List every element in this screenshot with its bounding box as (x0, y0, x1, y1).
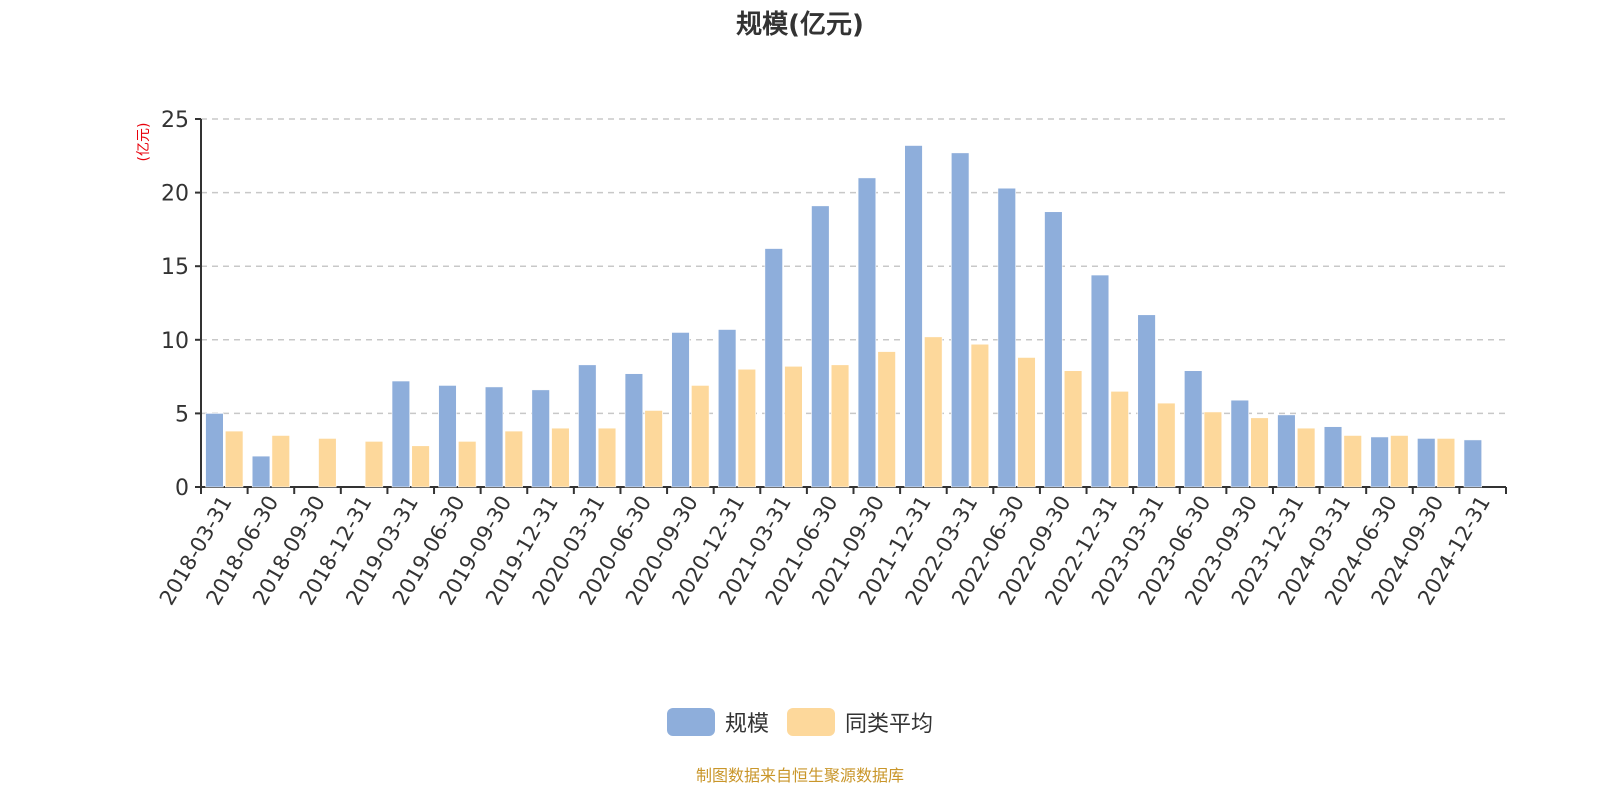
bar[interactable] (1090, 274, 1110, 488)
bar[interactable] (671, 332, 690, 488)
bar[interactable] (1230, 399, 1249, 488)
bar[interactable] (251, 455, 271, 488)
bar[interactable] (1044, 211, 1063, 488)
bar[interactable] (717, 329, 737, 488)
y-unit-label: (亿元) (136, 123, 152, 162)
bar[interactable] (857, 177, 877, 488)
bar[interactable] (504, 430, 523, 488)
y-tick-label: 25 (161, 108, 189, 133)
bar[interactable] (551, 427, 570, 488)
bar[interactable] (1463, 439, 1482, 488)
legend-label: 同类平均 (845, 712, 934, 737)
bar[interactable] (644, 410, 663, 488)
bar[interactable] (438, 385, 457, 488)
bar[interactable] (597, 427, 617, 488)
bar[interactable] (1390, 435, 1409, 488)
bar[interactable] (458, 441, 477, 488)
y-tick-label: 20 (161, 182, 189, 207)
bar[interactable] (1323, 426, 1343, 488)
bar[interactable] (904, 145, 923, 488)
bar[interactable] (737, 368, 756, 488)
bar[interactable] (1370, 436, 1389, 488)
bar[interactable] (1110, 391, 1129, 488)
bar[interactable] (391, 380, 411, 488)
bar[interactable] (830, 364, 850, 488)
legend-swatch-icon (787, 708, 835, 736)
bar[interactable] (624, 373, 644, 488)
bar[interactable] (1250, 417, 1269, 488)
data-source-note: 制图数据来自恒生聚源数据库 (695, 766, 904, 785)
bar[interactable] (1017, 357, 1036, 488)
y-tick-label: 0 (175, 476, 189, 501)
bar[interactable] (784, 365, 803, 488)
bar[interactable] (1184, 370, 1203, 488)
bar[interactable] (225, 430, 244, 488)
bar[interactable] (1296, 427, 1316, 488)
bar[interactable] (970, 343, 990, 488)
bar[interactable] (205, 413, 224, 488)
y-tick-label: 10 (161, 329, 189, 354)
bar[interactable] (811, 205, 830, 488)
legend: 规模 同类平均 (0, 706, 1600, 738)
legend-label: 规模 (724, 712, 769, 737)
bar[interactable] (1277, 414, 1296, 488)
bar[interactable] (764, 248, 783, 488)
bar[interactable] (951, 152, 970, 488)
bar[interactable] (484, 386, 504, 488)
bar[interactable] (1343, 435, 1362, 488)
bar[interactable] (271, 435, 290, 488)
bar[interactable] (364, 441, 384, 488)
bar[interactable] (578, 364, 597, 488)
y-tick-label: 5 (175, 402, 189, 427)
legend-item-peer-average[interactable]: 同类平均 (787, 706, 933, 738)
bar[interactable] (1063, 370, 1083, 488)
legend-swatch-icon (666, 708, 715, 736)
bar[interactable] (997, 187, 1016, 488)
bar[interactable] (877, 351, 896, 488)
bar[interactable] (1137, 314, 1156, 488)
chart-title: 规模(亿元) (736, 10, 864, 40)
bar[interactable] (1417, 438, 1436, 488)
y-tick-label: 15 (161, 255, 189, 280)
bar[interactable] (318, 438, 337, 488)
bar[interactable] (531, 389, 550, 488)
bar[interactable] (411, 445, 430, 488)
bar[interactable] (1203, 411, 1223, 488)
legend-item-scale[interactable]: 规模 (666, 706, 769, 738)
bar[interactable] (1157, 402, 1176, 488)
bar[interactable] (924, 336, 943, 488)
bar[interactable] (691, 385, 710, 488)
bar[interactable] (1436, 438, 1456, 488)
